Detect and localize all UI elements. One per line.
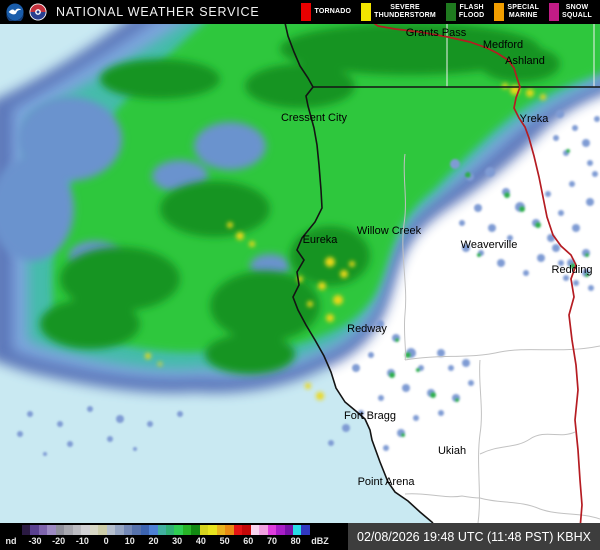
dbz-colorbar — [22, 525, 310, 535]
city-label-medford: Medford — [482, 39, 524, 51]
colorbar-segment — [216, 525, 226, 535]
colorbar-tick: 0 — [103, 536, 109, 546]
colorbar-segment — [98, 525, 107, 535]
colorbar-segment — [293, 525, 302, 535]
legend-label: SNOW SQUALL — [562, 3, 593, 19]
colorbar-tick: -20 — [52, 536, 66, 546]
special-marine-swatch — [494, 3, 505, 21]
colorbar-segment — [123, 525, 133, 535]
colorbar-segment — [208, 525, 217, 535]
colorbar-tick: 80 — [290, 536, 301, 546]
severe-thunderstorm-swatch — [361, 3, 372, 21]
colorbar-tick: nd — [5, 536, 17, 546]
colorbar-segment — [174, 525, 183, 535]
radar-dark-green-cores — [40, 24, 560, 374]
colorbar-segment — [30, 525, 39, 535]
timestamp: 02/08/2026 19:48 UTC (11:48 PST) KBHX — [348, 523, 600, 550]
colorbar-segment — [242, 525, 251, 535]
colorbar-tick: dBZ — [311, 536, 329, 546]
radar-echo-rain — [52, 24, 600, 353]
colorbar-segment — [81, 525, 90, 535]
colorbar-segment — [22, 525, 31, 535]
colorbar-segment — [132, 525, 141, 535]
legend-item-snow-squall: SNOW SQUALL — [544, 3, 597, 21]
colorbar-segment — [157, 525, 166, 535]
colorbar-segment — [106, 525, 116, 535]
nws-logo — [29, 3, 47, 21]
colorbar-segment — [47, 525, 56, 535]
colorbar-segment — [115, 525, 124, 535]
colorbar-tick: 40 — [195, 536, 206, 546]
colorbar-segment — [259, 525, 268, 535]
city-label-crescent-city: Cressent City — [280, 112, 348, 124]
city-label-redway: Redway — [347, 323, 387, 335]
radar-yellow-cells — [145, 83, 546, 400]
app-title: NATIONAL WEATHER SERVICE — [56, 5, 260, 19]
city-label-point-arena: Point Arena — [357, 476, 415, 488]
city-label-yreka: Yreka — [519, 113, 549, 125]
colorbar-segment — [140, 525, 150, 535]
city-label-fort-bragg: Fort Bragg — [344, 410, 396, 422]
radar-map-svg — [0, 24, 600, 523]
colorbar-segment — [89, 525, 99, 535]
colorbar-segment — [199, 525, 209, 535]
legend-item-flash-flood: FLASH FLOOD — [441, 3, 490, 21]
colorbar-segment — [301, 525, 310, 535]
legend-item-tornado: TORNADO — [296, 3, 356, 21]
city-label-ashland: Ashland — [505, 55, 545, 67]
noaa-logo — [6, 3, 24, 21]
legend-item-special-marine: SPECIAL MARINE — [489, 3, 544, 21]
colorbar-segment — [191, 525, 200, 535]
county-lines — [402, 153, 600, 523]
colorbar-tick: -10 — [75, 536, 89, 546]
colorbar-tick: 10 — [124, 536, 135, 546]
colorbar-segment — [64, 525, 73, 535]
city-label-willow-creek: Willow Creek — [356, 225, 422, 237]
colorbar-segment — [276, 525, 285, 535]
brand: NATIONAL WEATHER SERVICE — [0, 3, 260, 21]
colorbar-segment — [225, 525, 234, 535]
colorbar-segment — [250, 525, 260, 535]
colorbar-tick: 20 — [148, 536, 159, 546]
colorbar-segment — [149, 525, 158, 535]
colorbar-tick: 50 — [219, 536, 230, 546]
city-label-eureka: Eureka — [302, 234, 338, 246]
legend-label: FLASH FLOOD — [458, 3, 485, 19]
colorbar-segment — [38, 525, 48, 535]
legend-item-severe-thunderstorm: SEVERE THUNDERSTORM — [356, 3, 441, 21]
city-label-grants-pass: Grants Pass — [405, 27, 467, 39]
radar-map[interactable]: Grants Pass Medford Ashland Cressent Cit… — [0, 24, 600, 523]
snow-squall-swatch — [549, 3, 560, 21]
city-label-weaverville: Weaverville — [460, 239, 518, 251]
colorbar-segment — [267, 525, 277, 535]
city-label-redding: Redding — [551, 264, 593, 276]
flash-flood-swatch — [445, 3, 456, 21]
legend-label: SEVERE THUNDERSTORM — [374, 3, 436, 19]
radar-scattered-showers — [17, 110, 600, 456]
precipitation-layer — [0, 24, 600, 456]
colorbar-tick: 60 — [243, 536, 254, 546]
warning-legend: TORNADO SEVERE THUNDERSTORM FLASH FLOOD … — [296, 0, 600, 24]
colorbar-segment — [55, 525, 65, 535]
colorbar-segment — [284, 525, 293, 535]
colorbar-segment — [72, 525, 82, 535]
colorbar-tick: -30 — [28, 536, 42, 546]
colorbar-tick: 30 — [172, 536, 183, 546]
colorbar-segment — [165, 525, 175, 535]
header-bar: NATIONAL WEATHER SERVICE TORNADO SEVERE … — [0, 0, 600, 24]
colorbar-segment — [182, 525, 192, 535]
highway-i5 — [373, 24, 583, 523]
bottom-bar: nd -30 -20 -10 0 10 20 30 40 50 60 70 80 dBZ 02/08/20… — [0, 523, 600, 550]
legend-label: SPECIAL MARINE — [507, 3, 540, 19]
city-label-ukiah: Ukiah — [437, 445, 467, 457]
coastline — [284, 24, 434, 523]
colorbar-segment — [233, 525, 243, 535]
colorbar-tick: 70 — [266, 536, 278, 546]
tornado-swatch — [301, 3, 312, 21]
county-lines-oregon — [446, 24, 595, 87]
legend-label: TORNADO — [314, 7, 352, 15]
